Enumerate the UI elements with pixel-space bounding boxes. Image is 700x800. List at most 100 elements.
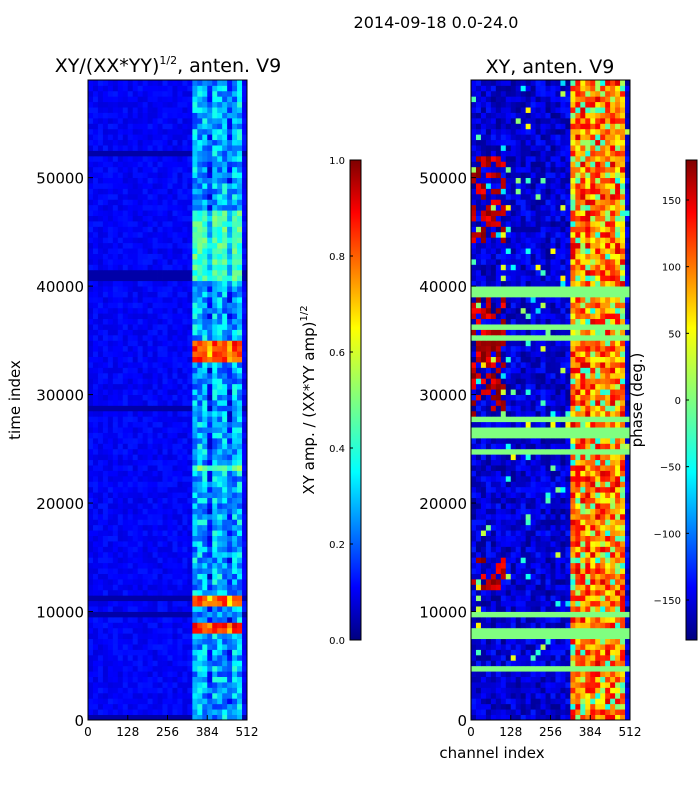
heatmap-cell xyxy=(137,475,144,482)
heatmap-cell xyxy=(207,193,213,200)
heatmap-cell xyxy=(177,291,183,298)
heatmap-cell xyxy=(167,611,173,618)
heatmap-cell xyxy=(107,221,114,227)
heatmap-cell xyxy=(132,432,139,439)
heatmap-cell xyxy=(505,638,512,645)
heatmap-cell xyxy=(580,644,586,650)
heatmap-cell xyxy=(117,682,124,688)
heatmap-cell xyxy=(475,519,482,526)
heatmap-cell xyxy=(590,622,596,629)
heatmap-cell xyxy=(242,595,248,602)
heatmap-cell xyxy=(97,90,104,97)
heatmap-cell xyxy=(177,465,183,471)
heatmap-cell xyxy=(575,627,581,634)
heatmap-cell xyxy=(142,155,149,162)
heatmap-cell xyxy=(530,638,536,645)
heatmap-cell xyxy=(142,166,149,173)
heatmap-cell xyxy=(157,519,163,526)
heatmap-cell xyxy=(172,107,178,113)
heatmap-cell xyxy=(177,101,183,108)
heatmap-cell xyxy=(475,671,482,678)
heatmap-cell xyxy=(227,584,233,591)
heatmap-cell xyxy=(202,421,208,428)
heatmap-cell xyxy=(162,237,168,244)
heatmap-cell xyxy=(182,101,188,108)
heatmap-cell xyxy=(242,584,248,591)
heatmap-cell xyxy=(475,709,482,715)
heatmap-cell xyxy=(137,183,144,189)
heatmap-cell xyxy=(88,508,94,515)
heatmap-cell xyxy=(147,573,153,580)
heatmap-cell xyxy=(202,313,208,320)
heatmap-cell xyxy=(132,573,139,580)
heatmap-cell xyxy=(217,291,223,298)
heatmap-cell xyxy=(167,486,173,493)
heatmap-cell xyxy=(192,595,198,602)
heatmap-cell xyxy=(142,589,149,596)
heatmap-cell xyxy=(615,687,621,694)
heatmap-cell xyxy=(485,692,492,699)
heatmap-cell xyxy=(162,389,168,395)
heatmap-cell xyxy=(152,334,158,341)
heatmap-cell xyxy=(490,584,497,591)
heatmap-cell xyxy=(162,627,168,634)
heatmap-cell xyxy=(525,671,532,678)
heatmap-cell xyxy=(172,481,178,488)
heatmap-cell xyxy=(172,85,178,92)
heatmap-cell xyxy=(102,389,109,395)
heatmap-cell xyxy=(585,660,591,667)
heatmap-cell xyxy=(107,416,114,423)
heatmap-cell xyxy=(540,682,546,688)
heatmap-cell xyxy=(510,692,517,699)
heatmap-cell xyxy=(540,573,546,580)
heatmap-cell xyxy=(187,508,193,515)
heatmap-cell xyxy=(137,134,144,141)
heatmap-cell xyxy=(122,389,129,395)
heatmap-cell xyxy=(112,568,119,574)
heatmap-cell xyxy=(127,692,134,699)
heatmap-cell xyxy=(207,161,213,168)
heatmap-cell xyxy=(112,389,119,395)
heatmap-cell xyxy=(102,248,109,254)
heatmap-cell xyxy=(207,221,213,227)
heatmap-cell xyxy=(545,638,551,645)
heatmap-cell xyxy=(92,242,99,249)
heatmap-cell xyxy=(127,649,134,656)
heatmap-cell xyxy=(112,329,119,336)
heatmap-cell xyxy=(132,454,139,461)
heatmap-cell xyxy=(152,161,158,168)
heatmap-cell xyxy=(92,193,99,200)
heatmap-cell xyxy=(217,573,223,580)
heatmap-cell xyxy=(197,551,203,558)
heatmap-cell xyxy=(97,513,104,520)
heatmap-cell xyxy=(112,199,119,206)
heatmap-cell xyxy=(490,519,497,526)
heatmap-cell xyxy=(217,367,223,374)
heatmap-cell xyxy=(122,237,129,244)
heatmap-cell xyxy=(480,644,487,650)
heatmap-cell xyxy=(127,530,134,536)
heatmap-cell xyxy=(207,394,213,401)
heatmap-cell xyxy=(112,682,119,688)
heatmap-cell xyxy=(227,573,233,580)
heatmap-cell xyxy=(92,80,99,86)
heatmap-cell xyxy=(182,383,188,390)
heatmap-cell xyxy=(152,465,158,471)
heatmap-cell xyxy=(167,248,173,254)
heatmap-cell xyxy=(480,578,487,585)
heatmap-cell xyxy=(475,541,482,547)
heatmap-cell xyxy=(167,394,173,401)
heatmap-cell xyxy=(102,134,109,141)
heatmap-cell xyxy=(97,405,104,412)
heatmap-cell xyxy=(232,616,238,623)
heatmap-cell xyxy=(202,551,208,558)
heatmap-cell xyxy=(197,313,203,320)
heatmap-cell xyxy=(97,416,104,423)
heatmap-cell xyxy=(217,638,223,645)
heatmap-cell xyxy=(192,318,198,325)
heatmap-cell xyxy=(530,692,536,699)
heatmap-cell xyxy=(112,497,119,504)
heatmap-cell xyxy=(142,351,149,358)
heatmap-cell xyxy=(520,519,527,526)
heatmap-cell xyxy=(137,117,144,124)
